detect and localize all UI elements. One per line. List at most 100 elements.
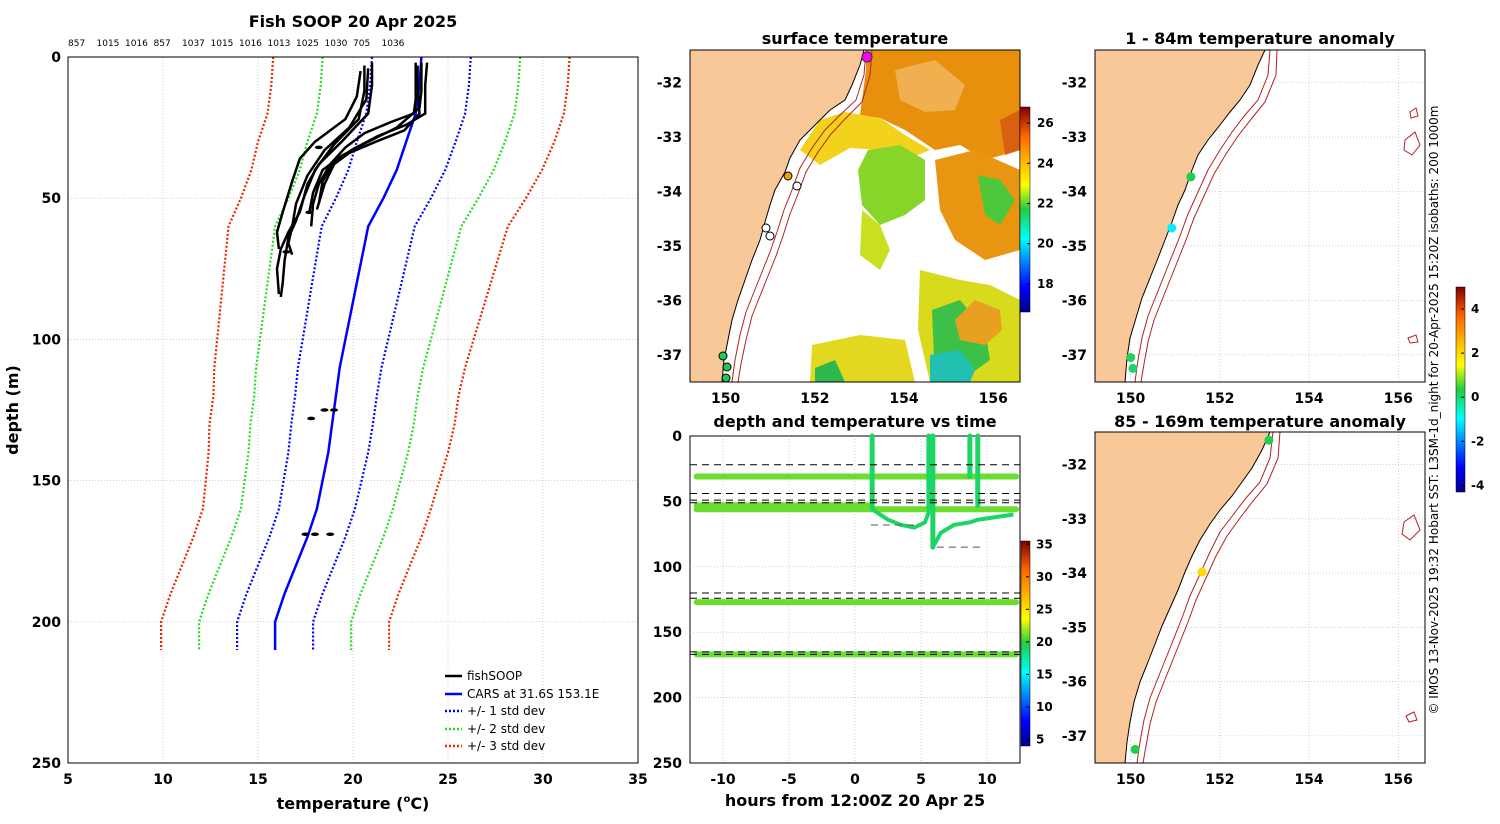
fishsoop-cast-line [275, 62, 374, 295]
anomaly-shallow-isobath-200 [1134, 50, 1271, 382]
profile-y-tick: 100 [32, 332, 61, 348]
sst-isobath-200 [731, 50, 867, 382]
map-y-tick: -36 [1062, 293, 1087, 309]
anomaly-point [1186, 172, 1196, 182]
map-x-tick: 150 [711, 391, 740, 407]
colorbar-tick-label: 0 [1471, 390, 1479, 404]
sst-map: surface temperature [657, 29, 1054, 407]
sst-marker-cast-e [718, 351, 728, 361]
profile-y-tick: 0 [51, 50, 61, 66]
std-dev-line-plus-1 [312, 56, 472, 650]
anomaly-point [1130, 744, 1140, 754]
sst-patch-orange-north-east [1000, 110, 1020, 155]
cast-id-labels: 857 1015 1016 857 1037 1015 1016 1013 1025 1030 70… [68, 39, 405, 49]
colorbar-tick-label: 22 [1037, 196, 1054, 210]
cast-id-label: 1016 [239, 39, 262, 49]
anomaly-point [1167, 223, 1177, 233]
fishsoop-sample [326, 532, 335, 537]
timeseries-y-tick: 150 [653, 625, 682, 641]
anomaly-deep-isobath-1000 [1142, 432, 1281, 763]
sst-marker-cast-d [765, 231, 775, 241]
colorbar-tick-label: 20 [1036, 635, 1053, 649]
colorbar-tick-label: 20 [1037, 237, 1054, 251]
legend-label-sd3: +/- 3 std dev [467, 739, 545, 753]
anomaly-shallow-points [1126, 172, 1196, 373]
profile-y-tick: 50 [42, 191, 62, 207]
colorbar-tick-label: -4 [1471, 478, 1484, 492]
sst-patch-eddy [955, 300, 1002, 345]
map-y-tick: -35 [1062, 239, 1087, 255]
profile-x-tick: 35 [628, 772, 647, 788]
anomaly-shallow-axes-box [1094, 49, 1426, 383]
timeseries-x-tick: 10 [977, 772, 997, 788]
anomaly-point [1264, 435, 1274, 445]
colorbar-tick-label: 10 [1036, 700, 1053, 714]
map-y-tick: -36 [657, 293, 682, 309]
anomaly-shallow-tick-labels: 150 152 154 156 -32 -33 -34 -35 -36 -37 [1062, 76, 1413, 407]
fishsoop-sample [282, 250, 291, 254]
cast-id-label: 1013 [268, 39, 291, 49]
anomaly-shallow-title: 1 - 84m temperature anomaly [1125, 29, 1395, 48]
colorbar-tick-label: 35 [1036, 537, 1053, 551]
map-y-tick: -37 [1062, 348, 1087, 364]
anomaly-point [1126, 353, 1136, 363]
cast-id-label: 1025 [296, 39, 319, 49]
cast-id-label: 1036 [382, 39, 405, 49]
profile-y-label: depth (m) [3, 365, 22, 455]
legend-label-sd1: +/- 1 std dev [467, 704, 545, 718]
fishsoop-sample [320, 408, 329, 412]
colorbar-tick-label: 24 [1037, 156, 1054, 170]
timeseries-bottom-trace [871, 507, 931, 530]
timeseries-plot: depth and temperature vs time -10 -5 0 5 100… [653, 412, 1053, 810]
sst-patch-pale-north [895, 60, 965, 112]
sst-land [690, 50, 865, 382]
timeseries-bottom-trace [931, 512, 1014, 549]
sst-patch-green-east [978, 175, 1015, 225]
colorbar-tick-label: -2 [1471, 434, 1484, 448]
colorbar-tick-label: 30 [1036, 570, 1053, 584]
anomaly-colorbar-group: 4 2 0 -2 -4 [1455, 286, 1484, 493]
anomaly-deep-seamount-a [1401, 514, 1421, 541]
timeseries-colorbar-ticks: 5 10 15 20 25 30 35 [1026, 537, 1053, 746]
anomaly-deep-isobath-200 [1136, 432, 1274, 763]
fishsoop-sample [311, 532, 319, 537]
anomaly-shallow-seamount-a [1403, 131, 1421, 156]
anomaly-deep-points [1130, 435, 1274, 754]
profile-legend: fishSOOP CARS at 31.6S 153.1E +/- 1 std … [445, 669, 599, 753]
map-x-tick: 152 [1205, 391, 1234, 407]
map-x-tick: 152 [800, 391, 829, 407]
timeseries-y-tick: 250 [653, 756, 682, 772]
map-y-tick: -35 [1062, 620, 1087, 636]
std-dev-line-plus-3 [388, 56, 571, 650]
colorbar-tick-label: 15 [1036, 667, 1053, 681]
profile-title: Fish SOOP 20 Apr 2025 [249, 12, 458, 31]
colorbar-tick-label: 25 [1036, 602, 1053, 616]
sst-patch-green-centre [858, 145, 925, 225]
sst-title: surface temperature [762, 29, 949, 48]
fishsoop-sample [314, 145, 323, 150]
anomaly-shallow-isobath-1000 [1140, 50, 1278, 382]
colorbar-tick-label: 26 [1037, 116, 1054, 130]
footer-credit: © IMOS 13-Nov-2025 19:32 Hobart SST: L3S… [1427, 105, 1441, 714]
anomaly-point [1128, 363, 1138, 373]
timeseries-y-tick: 0 [672, 429, 682, 445]
profile-x-label: temperature (oC) [277, 794, 430, 813]
anomaly-map-deep: 85 - 169m temperature anomaly 150 152 154 1… [1062, 412, 1426, 788]
cast-id-label: 857 [154, 39, 171, 49]
profile-y-tick: 200 [32, 615, 61, 631]
map-y-tick: -33 [1062, 512, 1087, 528]
profile-tick-labels: 5 10 15 20 25 30 35 0 50 100 150 200 250 [32, 50, 648, 788]
sst-patch-ygreen [860, 210, 890, 270]
sst-marker-cast-f [722, 362, 732, 372]
profile-grid [68, 57, 638, 763]
colorbar-tick-label: 2 [1471, 346, 1479, 360]
profile-plot: Fish SOOP 20 Apr 2025 857 1015 1016 857 1037… [3, 12, 648, 813]
colorbar-tick-label: 4 [1471, 302, 1479, 316]
anomaly-colorbar [1455, 286, 1466, 493]
std-dev-line-plus-2 [350, 56, 522, 650]
map-x-tick: 154 [1294, 391, 1323, 407]
timeseries-x-tick: -5 [781, 772, 797, 788]
std-dev-line-minus-3 [160, 56, 275, 650]
std-dev-line-minus-1 [236, 56, 374, 650]
